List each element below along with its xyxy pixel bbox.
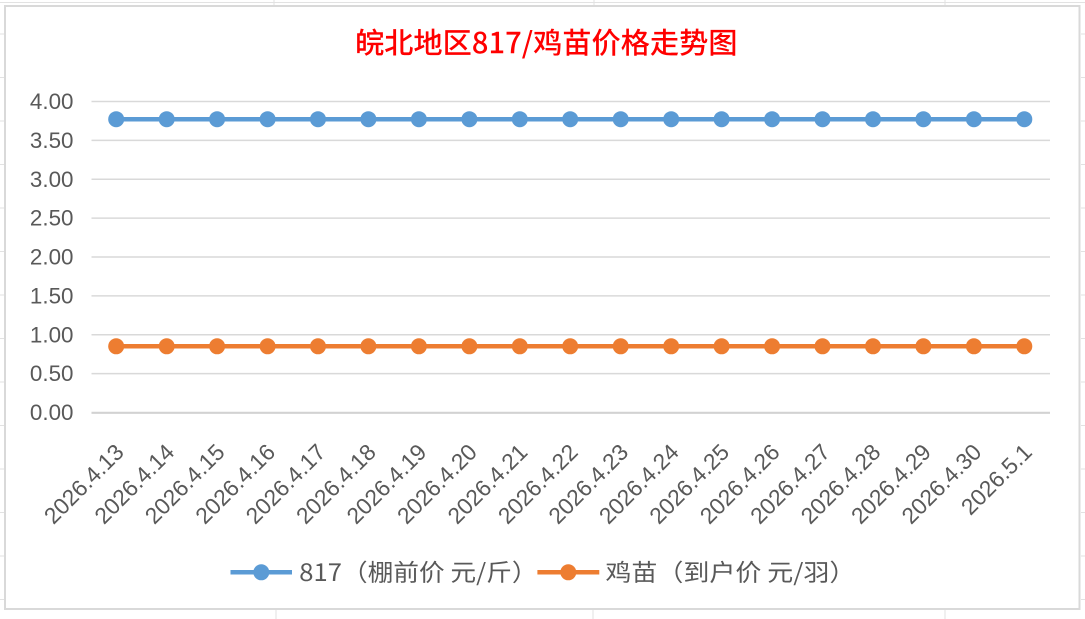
svg-text:4.00: 4.00: [30, 89, 74, 114]
svg-text:0.50: 0.50: [30, 361, 74, 386]
svg-text:1.00: 1.00: [30, 322, 74, 347]
svg-text:2.00: 2.00: [30, 245, 74, 270]
svg-text:1.50: 1.50: [30, 283, 74, 308]
svg-text:3.00: 3.00: [30, 167, 74, 192]
svg-text:2.50: 2.50: [30, 206, 74, 231]
svg-text:3.50: 3.50: [30, 128, 74, 153]
svg-text:0.00: 0.00: [30, 400, 74, 425]
